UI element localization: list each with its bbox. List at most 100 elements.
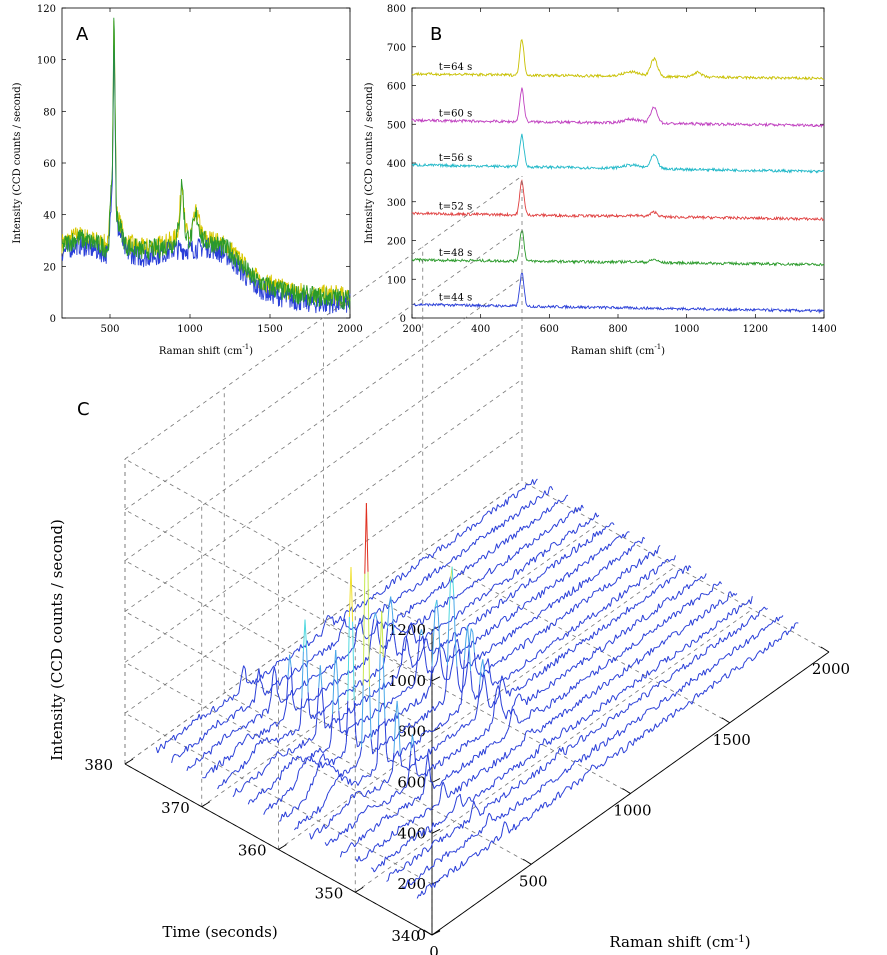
panel-c-spectrum-13-seg: [460, 782, 463, 792]
panel-c-spectrum-15-seg: [737, 627, 740, 630]
panel-c-spectrum-17-seg: [702, 690, 706, 695]
panel-c-spectrum-5-seg: [442, 642, 445, 647]
panel-c-spectrum-7-seg: [633, 542, 636, 547]
panel-c-spectrum-2-seg: [534, 518, 537, 521]
panel-c-spectrum-0-seg: [414, 565, 418, 570]
panel-c-spectrum-16-seg: [474, 834, 477, 837]
panel-c-spectrum-1-seg: [477, 536, 481, 541]
panel-b-xtick-label-1: 400: [471, 324, 490, 335]
panel-c-spectrum-16-seg: [564, 768, 568, 773]
panel-c-spectrum-8-seg: [604, 584, 607, 589]
panel-c-spectrum-10-seg: [328, 818, 331, 826]
panel-c-spectrum-17-seg: [488, 842, 491, 849]
panel-c-spectrum-10-seg: [584, 638, 587, 642]
panel-c-spectrum-5-seg: [585, 539, 588, 546]
panel-c-spectrum-6-seg: [300, 756, 303, 762]
panel-c-spectrum-11-seg: [566, 669, 569, 672]
panel-c-spectrum-9-seg: [321, 806, 324, 809]
panel-c-spectrum-0-seg: [357, 603, 360, 608]
panel-c-spectrum-5-seg: [261, 771, 264, 776]
panel-c-spectrum-1-seg: [528, 500, 531, 508]
panel-c-spectrum-0-seg: [158, 743, 162, 750]
panel-c-spectrum-8-seg: [308, 783, 312, 791]
panel-c-spectrum-9-seg: [451, 714, 454, 716]
panel-c-spectrum-6-seg: [286, 767, 289, 770]
panel-c-spectrum-9-seg: [370, 769, 373, 777]
panel-c-spectrum-14-seg: [416, 831, 420, 834]
panel-c-spectrum-8-seg: [399, 731, 402, 734]
panel-c-spectrum-9-seg: [571, 626, 575, 632]
panel-c-spectrum-5-seg: [275, 751, 278, 757]
panel-c-spectrum-10-seg: [528, 678, 531, 681]
panel-c-spectrum-14-seg: [670, 657, 674, 660]
panel-c-spectrum-15-seg: [551, 758, 554, 761]
panel-c-ztick-mark-2: [431, 828, 441, 834]
panel-c-spectrum-8-seg: [316, 763, 320, 771]
panel-c-spectrum-17-seg: [458, 867, 461, 870]
panel-c-spectrum-17-seg: [675, 708, 678, 712]
panel-c-spectrum-7-seg: [510, 629, 514, 638]
panel-c-spectrum-6-seg: [408, 686, 411, 689]
panel-c-spectrum-0-seg: [490, 507, 494, 515]
panel-c-spectrum-0-seg: [368, 597, 371, 600]
panel-c-spectrum-17-seg: [435, 881, 439, 883]
panel-c-spectrum-7-seg: [596, 573, 599, 576]
panel-c-spectrum-7-seg: [442, 674, 446, 680]
panel-c-spectrum-0-seg: [209, 708, 213, 715]
panel-c-spectrum-4-seg: [355, 684, 358, 688]
panel-c-spectrum-9-seg: [449, 712, 452, 716]
panel-c-spectrum-4-seg: [579, 523, 582, 527]
panel-c-spectrum-14-seg: [581, 717, 585, 720]
panel-c-spectrum-17-seg: [759, 650, 763, 653]
panel-c-spectrum-12-seg: [619, 655, 622, 658]
panel-c-spectrum-11-seg: [564, 670, 567, 677]
panel-c-spectrum-11-seg: [461, 743, 464, 746]
panel-c-spectrum-4-seg: [538, 552, 541, 555]
panel-c-spectrum-7-seg: [364, 734, 368, 737]
panel-c-spectrum-11-seg: [547, 687, 550, 690]
panel-c-spectrum-6-seg: [319, 747, 322, 752]
panel-c-spectrum-11-seg: [485, 728, 488, 731]
panel-c-spectrum-2-seg: [564, 495, 567, 500]
panel-c-spectrum-5-seg: [586, 539, 590, 544]
panel-c-spectrum-0-seg: [381, 592, 384, 595]
panel-c-spectrum-8-seg: [658, 544, 661, 548]
panel-c-spectrum-12-seg: [667, 616, 670, 621]
panel-c-spectrum-0-seg: [533, 480, 537, 485]
panel-c-spectrum-14-seg: [745, 602, 748, 605]
panel-c-spectrum-15-seg: [429, 847, 432, 850]
panel-c-spectrum-16-seg: [630, 720, 633, 726]
panel-c-spectrum-12-seg: [451, 770, 454, 775]
panel-c-spectrum-0-seg: [243, 665, 246, 669]
panel-c-spectrum-3-seg: [424, 615, 427, 620]
panel-c-spectrum-17-seg: [686, 701, 690, 706]
panel-c-spectrum-17-seg: [562, 788, 566, 793]
panel-c-spectrum-2-seg: [521, 526, 525, 531]
panel-c-spectrum-15-seg: [425, 848, 429, 853]
panel-c-spectrum-6-seg: [324, 749, 327, 752]
panel-c-spectrum-4-seg: [566, 531, 570, 536]
panel-c-spectrum-16-seg: [711, 667, 714, 670]
panel-c-spectrum-8-seg: [329, 764, 332, 768]
panel-c-spectrum-6-seg: [379, 704, 383, 713]
panel-c-spectrum-12-seg: [641, 633, 645, 640]
panel-c-spectrum-15-seg: [740, 623, 743, 631]
panel-c-spectrum-14-seg: [559, 730, 563, 738]
panel-c-spectrum-1-seg: [193, 743, 196, 745]
panel-c-spectrum-9-seg: [521, 667, 524, 670]
panel-c-spectrum-11-seg: [653, 609, 656, 615]
panel-c-spectrum-14-seg: [645, 670, 648, 679]
panel-c-spectrum-10-seg: [383, 779, 387, 783]
panel-c-spectrum-1-seg: [493, 525, 496, 533]
panel-c-spectrum-17-seg: [736, 666, 739, 669]
panel-c-spectrum-3-seg: [292, 698, 295, 707]
panel-c-spectrum-17-seg: [486, 847, 490, 851]
panel-c-spectrum-1-seg: [245, 706, 249, 709]
panel-c-spectrum-1-seg: [277, 680, 281, 686]
panel-c-spectrum-14-seg: [448, 811, 451, 814]
panel-c-spectrum-8-seg: [451, 566, 455, 595]
panel-c-grid-back-z-4: [124, 560, 433, 733]
panel-c-spectrum-1-seg: [198, 737, 201, 744]
panel-c-spectrum-15-seg: [405, 861, 408, 864]
panel-c-spectrum-5-seg: [308, 737, 312, 741]
